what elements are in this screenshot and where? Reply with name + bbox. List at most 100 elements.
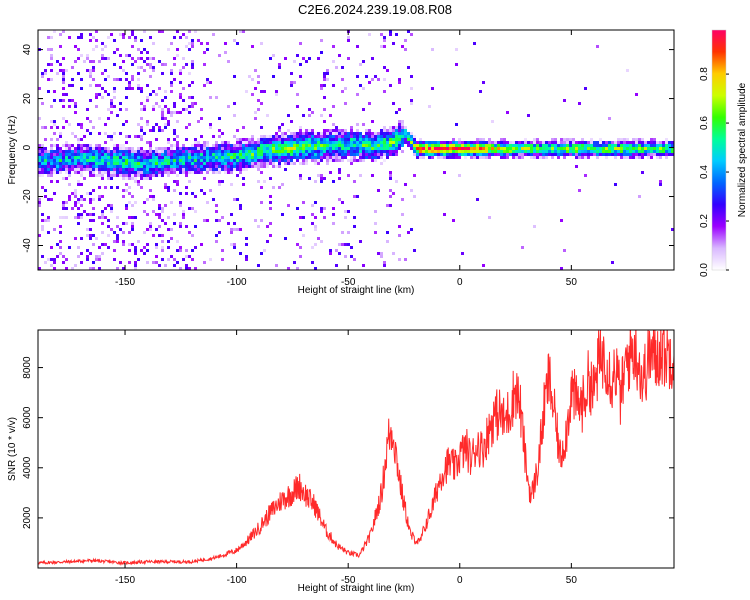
spectrogram-cell <box>200 156 203 159</box>
spectrogram-cell <box>98 216 101 219</box>
spectrogram-cell <box>299 126 302 129</box>
spectrogram-cell <box>221 159 224 162</box>
spectrogram-cell <box>404 258 407 261</box>
spectrogram-cell <box>110 168 113 171</box>
spectrogram-cell <box>203 63 206 66</box>
spectrogram-cell <box>131 75 134 78</box>
spectrogram-cell <box>143 132 146 135</box>
spectrogram-cell <box>626 147 629 150</box>
spectrogram-cell <box>359 63 362 66</box>
spectrogram-cell <box>137 156 140 159</box>
spectrogram-cell <box>254 159 257 162</box>
spectrogram-cell <box>68 99 71 102</box>
spectrogram-cell <box>347 159 350 162</box>
spectrogram-cell <box>170 42 173 45</box>
spectrogram-cell <box>293 144 296 147</box>
spectrogram-cell <box>599 150 602 153</box>
spectrogram-cell <box>509 147 512 150</box>
spectrogram-cell <box>101 222 104 225</box>
spectrogram-cell <box>104 90 107 93</box>
spectrogram-cell <box>341 66 344 69</box>
spectrogram-cell <box>332 60 335 63</box>
spectrogram-cell <box>233 150 236 153</box>
spectrogram-cell <box>179 201 182 204</box>
spectrogram-cell <box>104 78 107 81</box>
spectrogram-cell <box>635 138 638 141</box>
spectrogram-cell <box>209 126 212 129</box>
x-tick-label: -50 <box>341 277 356 288</box>
spectrogram-cell <box>530 150 533 153</box>
spectrogram-cell <box>194 144 197 147</box>
spectrogram-cell <box>98 153 101 156</box>
spectrogram-cell <box>290 153 293 156</box>
spectrogram-cell <box>77 147 80 150</box>
spectrogram-cell <box>332 132 335 135</box>
spectrogram-cell <box>602 153 605 156</box>
spectrogram-cell <box>164 159 167 162</box>
spectrogram-cell <box>128 36 131 39</box>
spectrogram-cell <box>341 153 344 156</box>
spectrogram-cell <box>47 198 50 201</box>
spectrogram-cell <box>164 204 167 207</box>
spectrogram-cell <box>389 171 392 174</box>
spectrogram-cell <box>59 153 62 156</box>
spectrogram-cell <box>71 99 74 102</box>
spectrogram-cell <box>131 165 134 168</box>
spectrogram-cell <box>191 81 194 84</box>
spectrogram-cell <box>176 240 179 243</box>
spectrogram-cell <box>290 162 293 165</box>
spectrogram-cell <box>62 30 65 33</box>
spectrogram-cell <box>227 144 230 147</box>
spectrogram-cell <box>257 165 260 168</box>
spectrogram-cell <box>344 147 347 150</box>
spectrogram-cell <box>278 150 281 153</box>
spectrogram-cell <box>350 159 353 162</box>
spectrogram-cell <box>185 165 188 168</box>
spectrogram-cell <box>62 144 65 147</box>
spectrogram-cell <box>149 165 152 168</box>
spectrogram-cell <box>218 180 221 183</box>
spectrogram-cell <box>380 252 383 255</box>
spectrogram-cell <box>119 108 122 111</box>
spectrogram-cell <box>254 153 257 156</box>
spectrogram-cell <box>224 147 227 150</box>
spectrogram-cell <box>143 156 146 159</box>
spectrogram-cell <box>287 138 290 141</box>
spectrogram-cell <box>344 156 347 159</box>
spectrogram-cell <box>383 39 386 42</box>
spectrogram-cell <box>368 135 371 138</box>
spectrogram-cell <box>173 159 176 162</box>
spectrogram-cell <box>626 144 629 147</box>
spectrogram-cell <box>74 156 77 159</box>
spectrogram-cell <box>407 30 410 33</box>
spectrogram-cell <box>68 183 71 186</box>
spectrogram-cell <box>314 162 317 165</box>
spectrogram-cell <box>449 141 452 144</box>
spectrogram-cell <box>203 162 206 165</box>
spectrogram-cell <box>395 33 398 36</box>
spectrogram-cell <box>116 237 119 240</box>
spectrogram-cell <box>503 150 506 153</box>
spectrogram-cell <box>278 165 281 168</box>
spectrogram-cell <box>473 147 476 150</box>
spectrogram-cell <box>347 36 350 39</box>
spectrogram-cell <box>44 168 47 171</box>
spectrogram-cell <box>86 228 89 231</box>
spectrogram-cell <box>644 153 647 156</box>
spectrogram-cell <box>368 33 371 36</box>
spectrogram-cell <box>38 165 41 168</box>
spectrogram-cell <box>218 117 221 120</box>
spectrogram-cell <box>56 126 59 129</box>
spectrogram-cell <box>131 150 134 153</box>
spectrogram-cell <box>62 255 65 258</box>
spectrogram-cell <box>272 150 275 153</box>
spectrogram-cell <box>125 222 128 225</box>
spectrogram-cell <box>149 159 152 162</box>
spectrogram-cell <box>308 150 311 153</box>
spectrogram-cell <box>197 150 200 153</box>
spectrogram-cell <box>101 153 104 156</box>
spectrogram-cell <box>251 165 254 168</box>
spectrogram-cell <box>422 156 425 159</box>
spectrogram-cell <box>650 144 653 147</box>
spectrogram-cell <box>245 90 248 93</box>
